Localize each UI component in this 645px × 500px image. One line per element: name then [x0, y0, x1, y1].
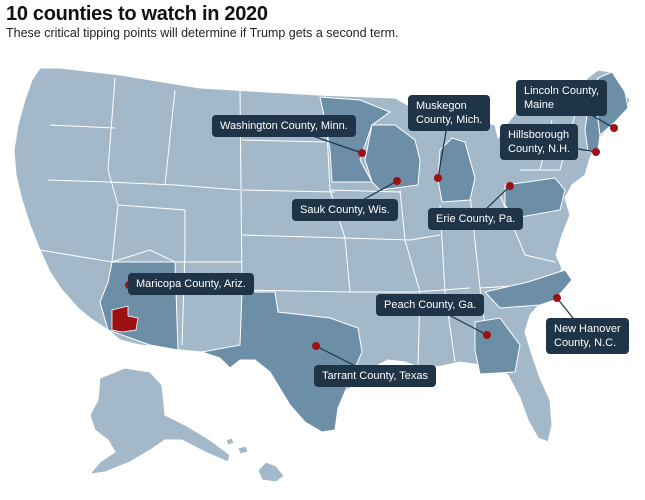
state-borders [39, 77, 576, 366]
county-markers [125, 124, 618, 350]
county-marker-muskegon [434, 174, 442, 182]
county-label-lincoln: Lincoln County, Maine [516, 80, 608, 116]
state-north-carolina [484, 269, 573, 309]
hawaii-islands [225, 437, 285, 483]
county-marker-newhanover [553, 294, 561, 302]
county-label-maricopa: Maricopa County, Ariz. [128, 273, 254, 295]
state-texas [201, 291, 363, 433]
map-subtitle: These critical tipping points will deter… [6, 26, 399, 40]
maricopa-county-shape [111, 305, 139, 333]
county-marker-peach [483, 331, 491, 339]
highlighted-states [99, 71, 629, 433]
county-label-washington: Washington County, Minn. [212, 115, 356, 137]
county-label-tarrant: Tarrant County, Texas [314, 365, 436, 387]
county-marker-erie [506, 182, 514, 190]
county-marker-hillsborough [592, 148, 600, 156]
county-label-sauk: Sauk County, Wis. [292, 199, 398, 221]
county-label-hillsborough: Hillsborough County, N.H. [500, 124, 579, 160]
county-marker-sauk [393, 177, 401, 185]
county-label-newhanover: New Hanover County, N.C. [546, 318, 629, 354]
county-label-erie: Erie County, Pa. [428, 208, 524, 230]
state-michigan [437, 137, 476, 203]
alaska-landmass [88, 367, 231, 475]
county-marker-lincoln [610, 124, 618, 132]
county-marker-washington [358, 149, 366, 157]
state-wisconsin [364, 124, 421, 191]
county-label-muskegon: Muskegon County, Mich. [408, 95, 491, 131]
county-label-peach: Peach County, Ga. [376, 294, 485, 316]
county-marker-tarrant [312, 342, 320, 350]
map-title: 10 counties to watch in 2020 [6, 3, 268, 25]
